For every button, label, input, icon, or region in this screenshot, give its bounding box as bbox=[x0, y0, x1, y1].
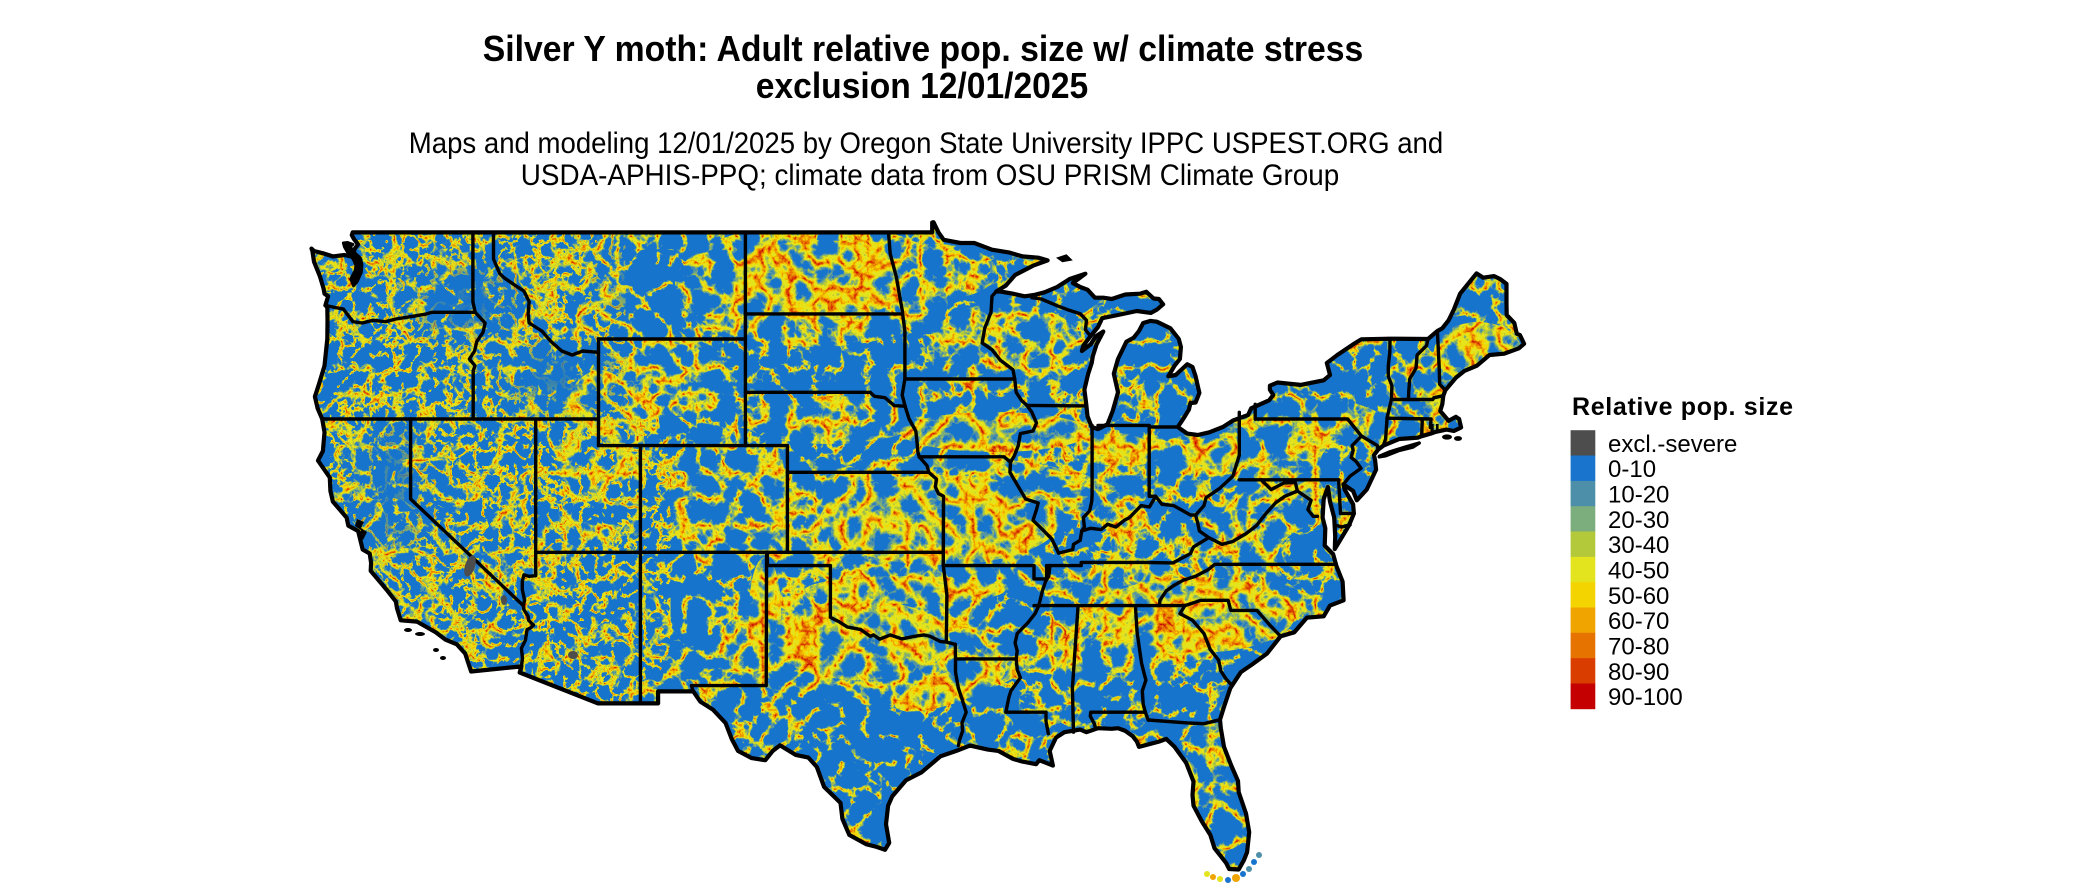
svg-text:50-60: 50-60 bbox=[1608, 583, 1669, 610]
svg-text:40-50: 40-50 bbox=[1608, 558, 1669, 585]
svg-text:10-20: 10-20 bbox=[1608, 482, 1669, 509]
svg-text:30-40: 30-40 bbox=[1608, 532, 1669, 559]
svg-text:20-30: 20-30 bbox=[1608, 507, 1669, 534]
svg-text:80-90: 80-90 bbox=[1608, 659, 1669, 686]
svg-text:60-70: 60-70 bbox=[1608, 608, 1669, 635]
svg-text:0-10: 0-10 bbox=[1608, 456, 1656, 483]
svg-text:excl.-severe: excl.-severe bbox=[1608, 431, 1737, 458]
svg-text:70-80: 70-80 bbox=[1608, 634, 1669, 661]
svg-text:90-100: 90-100 bbox=[1608, 684, 1683, 711]
svg-text:Relative pop. size: Relative pop. size bbox=[1572, 393, 1793, 421]
